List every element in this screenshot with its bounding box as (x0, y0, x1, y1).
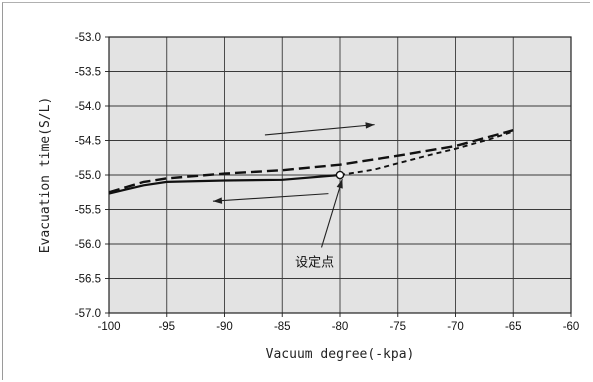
y-tick-label: -55.5 (75, 205, 101, 217)
set-point-marker (335, 170, 345, 180)
x-tick-label: -85 (274, 321, 291, 333)
y-tick-label: -56.0 (75, 239, 101, 251)
series-line-long-dash (108, 129, 514, 194)
tick-labels: -100 -95 -90 -85 -80 -75 -70 -65 -60 -53.0 -53.5 -5… (75, 32, 580, 333)
x-tick-label: -80 (332, 321, 349, 333)
arrow-line (264, 124, 375, 136)
y-tick-label: -53.0 (75, 32, 101, 44)
arrow-head (336, 179, 343, 189)
y-tick-label: -53.5 (75, 67, 101, 79)
arrow-head (365, 122, 375, 129)
series-lines (108, 129, 514, 195)
x-tick-label: -60 (563, 321, 580, 333)
arrow-line (212, 193, 329, 202)
y-tick-label: -54.5 (75, 136, 101, 148)
y-axis-title: Evacuation time(S/L) (38, 97, 53, 254)
y-tick-label: -57.0 (75, 308, 101, 320)
x-tick-label: -70 (447, 321, 464, 333)
x-tick-label: -100 (97, 321, 120, 333)
arrows (212, 122, 375, 248)
x-tick-label: -75 (389, 321, 406, 333)
arrow-line (320, 178, 343, 248)
x-axis-title: Vacuum degree(-kpa) (266, 347, 415, 362)
series-line-solid (108, 173, 341, 195)
series-line-short-dash (339, 130, 514, 176)
arrow-head (212, 197, 223, 204)
x-tick-label: -65 (505, 321, 522, 333)
y-tick-label: -56.5 (75, 274, 101, 286)
y-tick-label: -55.0 (75, 170, 101, 182)
plot-border (108, 36, 572, 314)
set-point-label: 设定点 (295, 255, 334, 270)
x-tick-label: -90 (216, 321, 233, 333)
y-tick-label: -54.0 (75, 101, 101, 113)
x-tick-label: -95 (158, 321, 175, 333)
